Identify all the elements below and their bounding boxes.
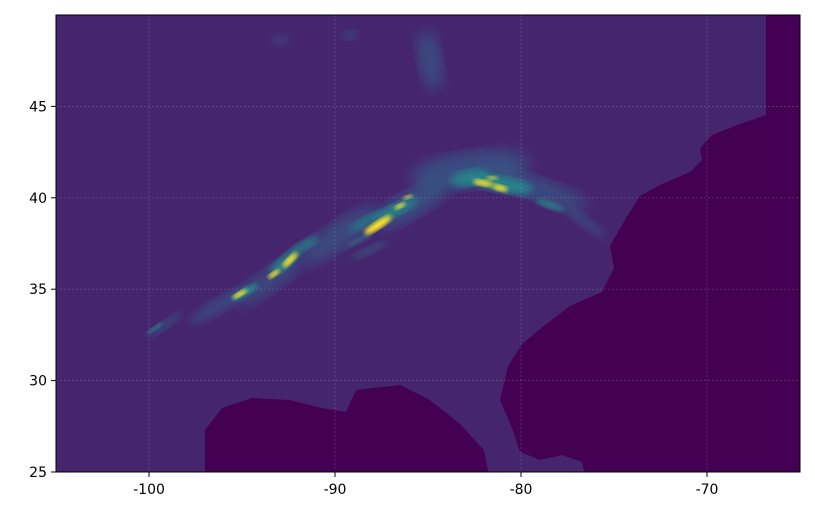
precipitation-feature	[535, 198, 565, 212]
atlantic-ocean-mask	[500, 15, 800, 472]
precipitation-feature	[417, 30, 443, 90]
precipitation-feature	[268, 269, 280, 279]
x-tick-label: -100	[133, 482, 165, 498]
precipitation-feature	[564, 206, 606, 238]
y-tick-label: 40	[29, 191, 47, 207]
x-tick-label: -80	[510, 482, 533, 498]
axes-frame	[55, 14, 801, 473]
precipitation-feature	[146, 322, 164, 334]
precipitation-feature	[349, 212, 381, 232]
precipitation-feature	[232, 289, 248, 299]
ticks: -100 -90 -80 -70 25 30 35 40 45	[29, 99, 718, 498]
plot-area	[56, 15, 800, 472]
precipitation-feature	[342, 30, 358, 40]
y-tick-label: 30	[29, 374, 47, 390]
grid	[56, 15, 800, 472]
precipitation-feature	[270, 34, 290, 46]
precipitation-feature	[473, 179, 493, 187]
y-tick-label: 35	[29, 282, 47, 298]
precipitation-feature	[492, 184, 508, 192]
x-tick-label: -90	[324, 482, 347, 498]
precipitation-feature	[347, 233, 373, 247]
precipitation-feature	[282, 252, 298, 268]
y-tick-label: 25	[29, 465, 47, 481]
precipitation-feature	[403, 194, 413, 200]
x-tick-label: -70	[696, 482, 719, 498]
precipitation-feature	[148, 313, 182, 337]
precipitation-feature	[486, 176, 498, 180]
precipitation-feature	[394, 202, 406, 210]
y-tick-label: 45	[29, 99, 47, 115]
precipitation-feature	[364, 215, 392, 235]
precipitation-feature	[291, 236, 319, 254]
precipitation-feature	[477, 175, 533, 195]
precipitation-feature	[351, 240, 389, 260]
precipitation-feature	[372, 198, 418, 222]
gulf-ocean-mask	[205, 385, 489, 472]
